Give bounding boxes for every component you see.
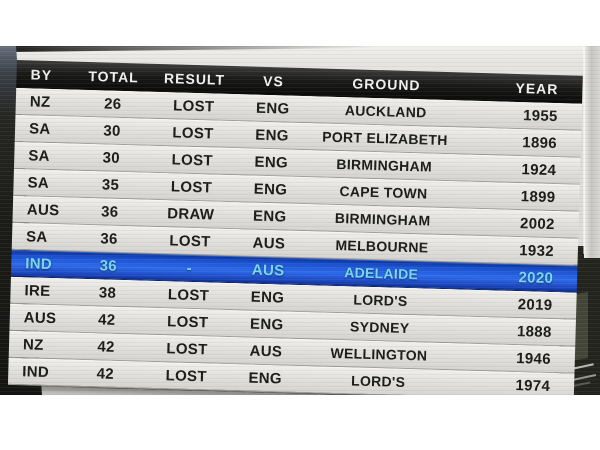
- cell-vs: AUS: [252, 234, 286, 253]
- cell-vs: ENG: [253, 180, 288, 199]
- cell-vs: ENG: [255, 99, 290, 118]
- cell-by: SA: [28, 119, 51, 138]
- cell-year: 1924: [521, 160, 557, 179]
- cell-vs: ENG: [248, 369, 283, 388]
- cell-vs: ENG: [250, 288, 285, 307]
- stats-table: BY TOTAL RESULT VS GROUND YEAR NZ 26 LOS…: [7, 60, 583, 395]
- cell-vs: ENG: [252, 207, 287, 226]
- cell-total: 26: [103, 94, 122, 113]
- cell-total: 30: [103, 121, 121, 140]
- cell-vs: AUS: [249, 342, 283, 361]
- column-header-by: BY: [30, 66, 53, 83]
- cell-vs: ENG: [254, 153, 289, 172]
- cell-result: LOST: [170, 177, 213, 196]
- cell-result: LOST: [166, 312, 209, 331]
- cell-result: LOST: [169, 231, 211, 250]
- cell-by: AUS: [23, 308, 57, 327]
- cell-result: DRAW: [167, 204, 215, 224]
- cell-result: -: [186, 259, 193, 277]
- column-header-total: TOTAL: [88, 68, 139, 86]
- cell-year: 1946: [516, 349, 552, 368]
- cell-year: 1974: [515, 376, 551, 395]
- cell-year: 1896: [522, 133, 558, 152]
- cell-year: 2019: [517, 295, 553, 314]
- cell-by: SA: [27, 173, 50, 192]
- screen-edge-right: [584, 46, 600, 258]
- cell-total: 30: [102, 148, 121, 167]
- cell-result: LOST: [165, 366, 208, 385]
- cell-by: SA: [28, 146, 51, 165]
- cell-year: 2020: [518, 268, 554, 287]
- cell-total: 35: [101, 175, 120, 194]
- cell-year: 1899: [520, 187, 556, 206]
- screen-edge-highlight: [583, 46, 585, 254]
- cell-ground: SYDNEY: [349, 318, 410, 337]
- tv-screen-photo: BY TOTAL RESULT VS GROUND YEAR NZ 26 LOS…: [0, 46, 600, 395]
- cell-vs: ENG: [249, 315, 284, 334]
- column-header-vs: VS: [262, 72, 285, 90]
- cell-total: 36: [100, 229, 118, 248]
- cell-ground: LORD'S: [350, 372, 406, 390]
- cell-total: 42: [97, 337, 115, 356]
- cell-result: LOST: [166, 339, 208, 358]
- cell-result: LOST: [172, 123, 214, 143]
- cell-year: 1932: [519, 241, 555, 260]
- cell-by: AUS: [26, 200, 60, 219]
- cell-total: 38: [98, 283, 117, 302]
- cell-vs: ENG: [255, 126, 289, 145]
- cell-result: LOST: [167, 285, 210, 304]
- cell-ground: LORD'S: [353, 291, 408, 309]
- cell-by: NZ: [29, 92, 51, 111]
- cell-by: NZ: [22, 335, 44, 354]
- cell-result: LOST: [172, 96, 215, 116]
- cell-ground: AUCKLAND: [344, 102, 427, 121]
- cell-by: SA: [25, 227, 48, 246]
- cell-total: 42: [97, 310, 116, 329]
- cell-ground: ADELAIDE: [343, 264, 419, 283]
- column-header-ground: GROUND: [352, 75, 421, 94]
- column-header-result: RESULT: [163, 70, 226, 88]
- cell-total: 42: [96, 364, 115, 383]
- cell-result: LOST: [171, 150, 214, 170]
- cell-ground: BIRMINGHAM: [334, 209, 431, 229]
- column-header-year: YEAR: [515, 79, 559, 98]
- cell-ground: BIRMINGHAM: [336, 155, 433, 175]
- cell-ground: PORT ELIZABETH: [321, 128, 448, 149]
- table-body: NZ 26 LOST ENG AUCKLAND 1955 SA 30 LOST …: [7, 87, 582, 395]
- cell-total: 36: [100, 202, 119, 221]
- cell-year: 1888: [516, 322, 552, 341]
- cell-year: 1955: [522, 106, 558, 125]
- cell-ground: WELLINGTON: [330, 344, 428, 364]
- cell-ground: CAPE TOWN: [339, 183, 428, 202]
- cell-year: 2002: [519, 214, 555, 233]
- cell-by: IND: [25, 254, 53, 273]
- screen-top-seam: [14, 46, 374, 52]
- cell-by: IND: [22, 362, 50, 381]
- cell-total: 36: [99, 256, 118, 275]
- cell-by: IRE: [24, 281, 51, 300]
- cell-ground: MELBOURNE: [335, 236, 429, 256]
- cell-vs: AUS: [251, 261, 285, 280]
